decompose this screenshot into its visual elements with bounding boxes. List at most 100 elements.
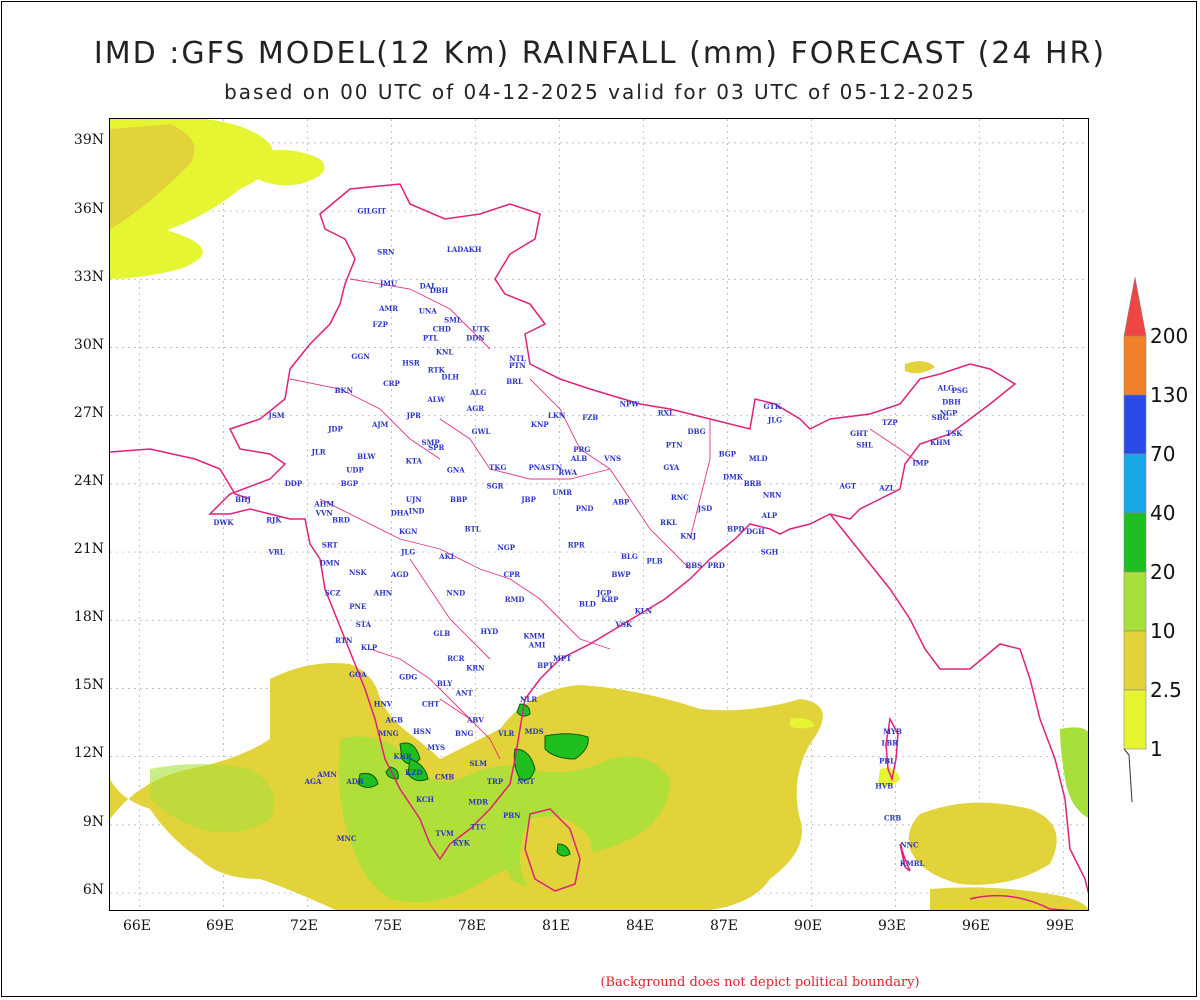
- city-label: JGP: [596, 588, 612, 597]
- city-label: KMRL: [900, 859, 925, 868]
- city-label: DWK: [213, 518, 234, 527]
- legend-swatch-70-130: [1123, 394, 1147, 455]
- city-label: ALW: [426, 395, 445, 404]
- city-label: RNC: [671, 493, 689, 502]
- city-label: SLM: [469, 759, 487, 768]
- city-label: MYS: [427, 743, 445, 752]
- city-label: SHL: [856, 440, 873, 449]
- city-label: IND: [409, 506, 425, 515]
- city-label: AMI: [528, 641, 545, 650]
- city-label: TKG: [489, 463, 506, 472]
- city-label: ABV: [466, 716, 484, 725]
- legend-label: 10: [1150, 619, 1176, 643]
- legend-swatch-2.5-10: [1123, 630, 1147, 691]
- city-label: IMP: [912, 459, 929, 468]
- city-label: KYK: [453, 838, 471, 847]
- city-label: DHA: [391, 509, 410, 518]
- city-label: RXL: [658, 409, 674, 418]
- city-label: KCH: [416, 795, 434, 804]
- city-label: SPR: [428, 443, 444, 452]
- rain-core-5: [357, 773, 379, 788]
- rain-area-southwest-band: [150, 764, 275, 833]
- city-label: NNC: [900, 841, 919, 850]
- lon-label: 84E: [625, 918, 655, 934]
- city-label: MNG: [379, 729, 399, 738]
- city-label: DBG: [688, 427, 706, 436]
- city-label: SCZ: [325, 588, 341, 597]
- city-label: AKL: [438, 552, 456, 561]
- lat-label: 24N: [73, 473, 104, 489]
- city-label: GDG: [399, 672, 417, 681]
- city-label: SRN: [377, 247, 395, 256]
- city-label: NND: [446, 588, 465, 597]
- city-label: AHN: [373, 588, 393, 597]
- city-label: BHJ: [235, 495, 252, 504]
- city-label: JSD: [697, 504, 712, 513]
- city-label: KRN: [466, 663, 485, 672]
- city-label: JPR: [406, 411, 422, 420]
- city-label: PTN: [666, 440, 683, 449]
- city-label: GYA: [663, 463, 680, 472]
- city-label: JBP: [520, 495, 536, 504]
- andaman-islands: [885, 716, 899, 782]
- city-label: UDP: [346, 466, 364, 475]
- city-label: AJM: [371, 420, 389, 429]
- nicobar-islands: [899, 843, 911, 872]
- lat-label: 27N: [73, 405, 104, 421]
- footnote: (Background does not depict political bo…: [600, 975, 920, 990]
- city-label: HSN: [413, 727, 432, 736]
- city-label: STN: [545, 463, 562, 472]
- city-label: NGP: [497, 543, 515, 552]
- city-label: NTL: [509, 354, 526, 363]
- rain-area-northwest-2: [110, 227, 203, 279]
- rain-area-bay-small: [790, 718, 815, 729]
- state-lines: [289, 278, 921, 760]
- city-label: HNV: [374, 700, 393, 709]
- city-label: CHT: [422, 700, 440, 709]
- city-label: GTK: [764, 402, 782, 411]
- city-label: GOA: [349, 670, 367, 679]
- legend-swatch-1-2.5: [1123, 689, 1147, 750]
- city-label: RKL: [660, 518, 677, 527]
- lat-label: 21N: [73, 541, 104, 557]
- city-label: BGP: [341, 479, 359, 488]
- map-panel: GILGIT LADAKH SRN JMU DAL DBH AMR UNA SML FZP CHD U…: [109, 118, 1089, 911]
- city-label: BLD: [579, 600, 596, 609]
- city-label: KNP: [531, 420, 549, 429]
- city-label: HSR: [402, 359, 420, 368]
- city-label: GILGIT: [357, 206, 386, 215]
- city-label: DMK: [723, 472, 744, 481]
- city-label: RPR: [568, 541, 585, 550]
- city-label: BGP: [719, 450, 737, 459]
- city-label: ALP: [761, 511, 778, 520]
- city-label: GLB: [433, 629, 450, 638]
- pakistan-west-border: [110, 448, 251, 500]
- city-label: AGD: [390, 570, 408, 579]
- city-label: MDS: [525, 727, 544, 736]
- lat-label: 39N: [73, 132, 104, 148]
- rain-area-northwest-inner: [110, 124, 195, 229]
- city-label: PBN: [503, 811, 521, 820]
- lat-label: 18N: [73, 609, 104, 625]
- city-label: BKN: [335, 386, 354, 395]
- lat-label: 36N: [73, 201, 104, 217]
- city-label: UMR: [552, 488, 572, 497]
- city-label: DAL: [420, 281, 437, 290]
- city-label: MPT: [553, 654, 572, 663]
- lon-label: 81E: [541, 918, 571, 934]
- city-label: PRG: [573, 445, 590, 454]
- city-label: ADR: [345, 777, 364, 786]
- rain-core-1: [544, 733, 589, 760]
- city-label: UJN: [406, 495, 422, 504]
- city-label: TVM: [435, 829, 454, 838]
- legend-label: 40: [1150, 501, 1176, 525]
- city-label: HYD: [481, 627, 499, 636]
- city-label: JDP: [327, 425, 343, 434]
- city-label: CMB: [435, 772, 454, 781]
- city-label: PTL: [423, 334, 438, 343]
- city-label: PNA: [528, 463, 546, 472]
- lon-label: 99E: [1045, 918, 1075, 934]
- city-label: KNL: [436, 347, 453, 356]
- city-label: UTK: [472, 325, 490, 334]
